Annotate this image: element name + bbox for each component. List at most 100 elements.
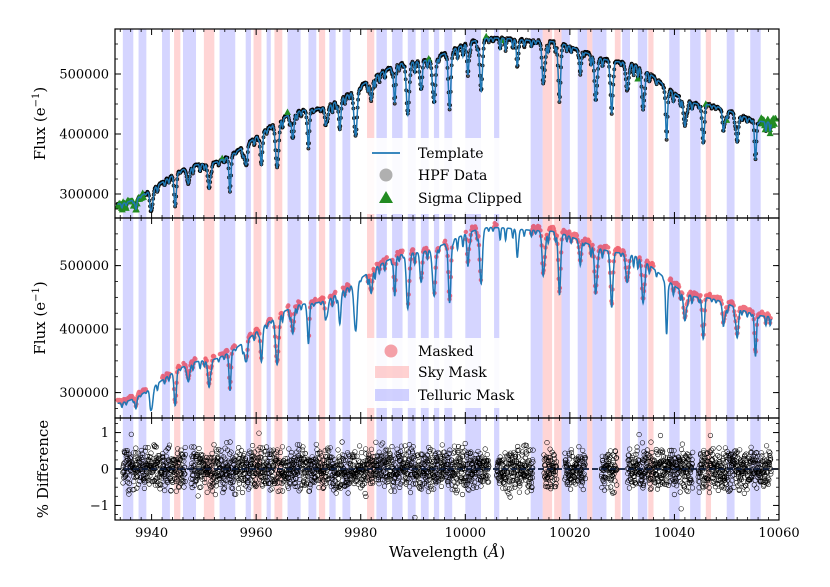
sky-mask-band — [203, 29, 215, 218]
sky-mask-band — [554, 218, 562, 418]
telluric-mask-band — [219, 29, 236, 218]
y-tick-label: 500000 — [59, 259, 109, 274]
telluric-mask-band — [592, 418, 607, 520]
template-line-top — [117, 37, 772, 212]
legend-sky-mask-swatch — [375, 366, 409, 378]
data-layer — [115, 32, 779, 520]
legend-label: Sky Mask — [418, 365, 487, 381]
legend-top-background — [366, 138, 526, 214]
telluric-mask-band — [138, 218, 147, 418]
x-axis-title-main: Wavelength ( — [389, 543, 489, 561]
telluric-mask-band — [690, 29, 701, 218]
x-tick-label: 10000 — [445, 526, 486, 541]
y-tick-label: 1 — [101, 426, 109, 441]
sky-mask-band — [542, 29, 553, 218]
x-tick-label: 10060 — [758, 526, 799, 541]
telluric-mask-band — [622, 29, 630, 218]
sky-mask-band — [614, 29, 621, 218]
telluric-mask-band — [669, 218, 680, 418]
mask-bands-panel-middle — [122, 218, 761, 418]
telluric-mask-band — [561, 29, 570, 218]
telluric-mask-band — [392, 29, 403, 218]
telluric-mask-band — [308, 218, 317, 418]
sky-mask-band — [174, 29, 181, 218]
legend-label: Sigma Clipped — [418, 191, 522, 207]
telluric-mask-band — [342, 29, 351, 218]
legend-label: Masked — [418, 344, 474, 360]
telluric-mask-band — [637, 29, 648, 218]
sky-mask-band — [648, 218, 654, 418]
sky-mask-band — [587, 218, 593, 418]
sky-mask-band — [253, 218, 262, 418]
telluric-mask-band — [182, 218, 197, 418]
telluric-mask-band — [592, 218, 607, 418]
x-tick-label: 9980 — [344, 526, 377, 541]
legend-masked-swatch — [384, 344, 398, 358]
telluric-mask-band — [376, 218, 387, 418]
telluric-mask-band — [494, 29, 500, 218]
residual-points — [120, 430, 774, 520]
legend-hpf-swatch — [379, 168, 393, 182]
x-axis-title-unit: Å — [486, 543, 499, 561]
telluric-mask-band — [138, 29, 147, 218]
telluric-mask-band — [726, 29, 735, 218]
sky-mask-band — [367, 29, 375, 218]
sky-mask-band — [614, 218, 621, 418]
legend-label: HPF Data — [418, 168, 487, 184]
legends: Template HPF Data Sigma Clipped Masked Sky M… — [366, 138, 526, 408]
sky-mask-band — [318, 29, 326, 218]
sky-mask-band — [174, 218, 181, 418]
y-tick-label: 500000 — [59, 68, 109, 83]
y-tick-label: 300000 — [59, 188, 109, 203]
sky-mask-band — [587, 29, 593, 218]
telluric-mask-band — [577, 218, 588, 418]
y-tick-label: 400000 — [59, 323, 109, 338]
telluric-mask-band — [530, 29, 543, 218]
x-axis-title-close: ) — [499, 543, 505, 561]
sky-mask-band — [174, 418, 181, 520]
sky-mask-band — [705, 218, 712, 418]
telluric-mask-band — [561, 218, 570, 418]
x-tick-label: 10020 — [549, 526, 590, 541]
y-axis-title-main: Flux (e — [31, 107, 49, 160]
telluric-mask-band — [494, 218, 500, 418]
telluric-mask-band — [245, 29, 251, 218]
legend-label: Template — [418, 146, 484, 162]
y-axis-title-bottom: % Difference — [34, 420, 52, 518]
sky-mask-band — [274, 29, 283, 218]
plot-area-top — [115, 32, 779, 214]
y-tick-label: 0 — [101, 463, 109, 478]
sky-mask-band — [203, 218, 215, 418]
telluric-mask-band — [162, 29, 170, 218]
telluric-mask-band — [420, 218, 429, 418]
telluric-mask-band — [637, 218, 648, 418]
plot-area-middle — [115, 221, 773, 412]
telluric-mask-band — [182, 29, 197, 218]
telluric-mask-band — [622, 218, 630, 418]
telluric-mask-band — [407, 29, 416, 218]
telluric-mask-band — [726, 218, 735, 418]
telluric-mask-band — [122, 29, 134, 218]
template-line-middle — [117, 226, 772, 412]
telluric-mask-band — [122, 218, 134, 418]
telluric-mask-band — [329, 29, 336, 218]
telluric-mask-band — [530, 418, 543, 520]
telluric-mask-band — [308, 29, 317, 218]
telluric-mask-band — [433, 218, 440, 418]
telluric-mask-band — [750, 29, 761, 218]
sky-mask-band — [648, 29, 654, 218]
x-tick-label: 9960 — [240, 526, 273, 541]
x-tick-label: 10040 — [654, 526, 695, 541]
sky-mask-band — [542, 218, 553, 418]
telluric-mask-band — [420, 29, 429, 218]
sky-mask-band — [318, 218, 326, 418]
y-axis-title-sup: −1 — [31, 93, 42, 108]
telluric-mask-band — [329, 218, 336, 418]
telluric-mask-band — [392, 218, 403, 418]
telluric-mask-band — [266, 29, 271, 218]
y-axis-title-top: Flux (e−1) — [31, 87, 49, 160]
y-axis-title-middle: Flux (e−1) — [31, 281, 49, 354]
x-tick-label: 9940 — [135, 526, 168, 541]
telluric-mask-band — [690, 218, 701, 418]
